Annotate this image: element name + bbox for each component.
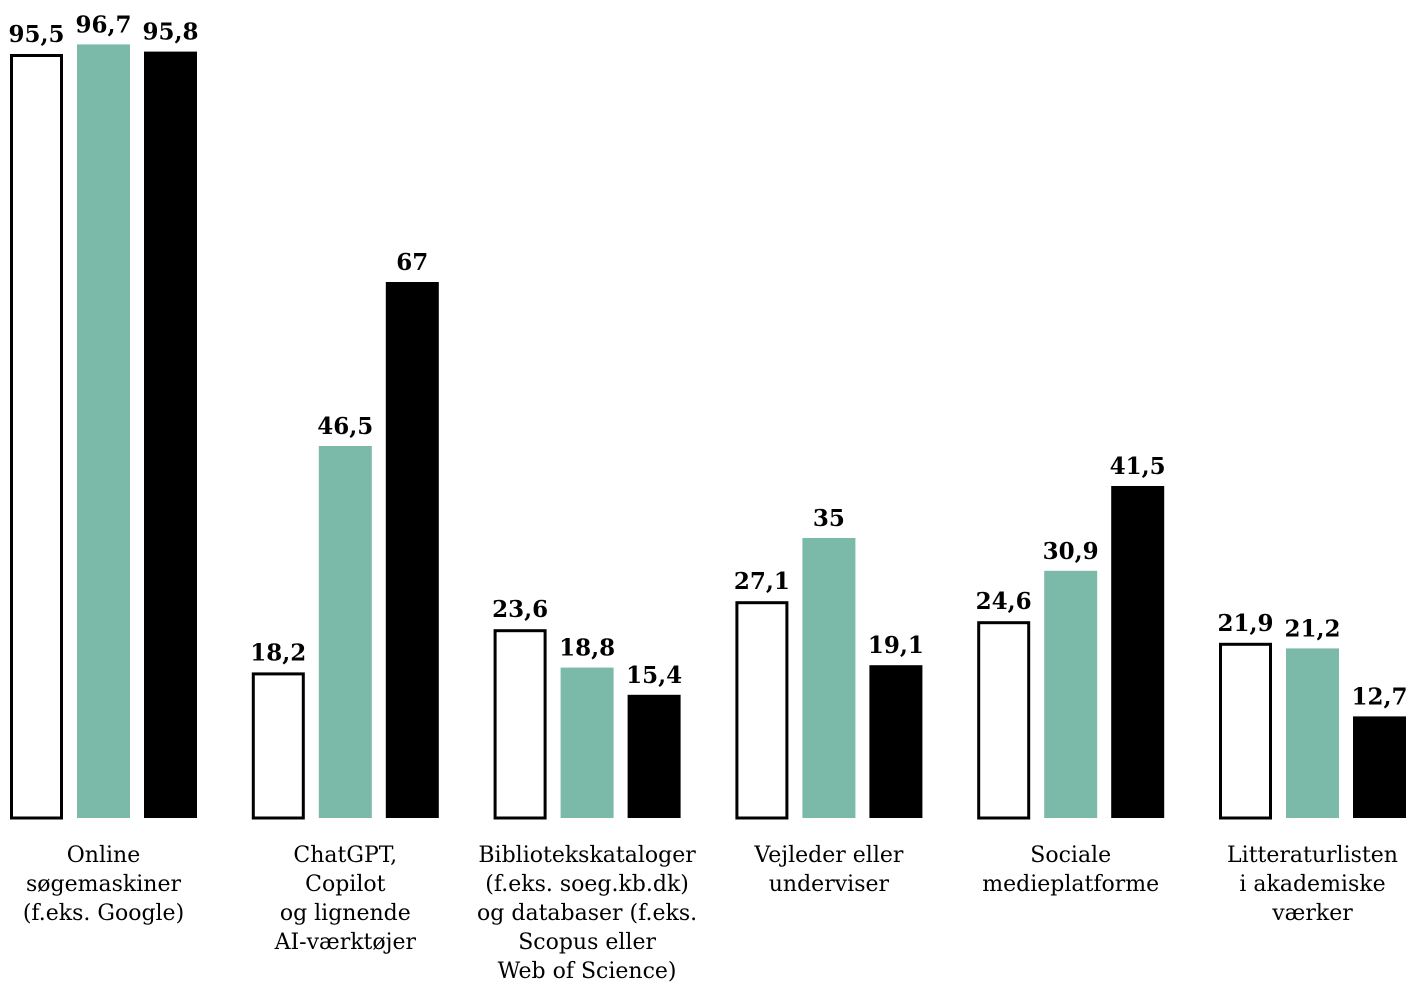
bar xyxy=(1353,716,1406,818)
bar xyxy=(144,51,197,819)
category-label-line: Bibliotekskataloger xyxy=(478,843,696,868)
data-label: 95,5 xyxy=(8,21,64,48)
bar xyxy=(1044,570,1098,818)
data-label: 27,1 xyxy=(734,568,790,595)
category-label: Bibliotekskataloger (f.eks. soeg.kb.dk) og… xyxy=(477,843,697,984)
bar xyxy=(77,44,130,818)
bar xyxy=(385,282,439,818)
category-label-line: og databaser (f.eks. xyxy=(477,901,697,926)
category-label-line: Web of Science) xyxy=(498,959,677,984)
category-label: Online søgemaskiner (f.eks. Google) xyxy=(23,843,184,926)
category-label-line: Copilot xyxy=(305,872,385,897)
bar xyxy=(1111,486,1165,818)
data-label: 21,9 xyxy=(1217,610,1273,637)
data-label: 15,4 xyxy=(626,662,682,689)
category-label-line: i akademiske xyxy=(1239,872,1385,897)
category-label: ChatGPT, Copilot og lignende AI-værktøjer xyxy=(274,843,417,955)
bar xyxy=(560,667,614,818)
category-label-line: Online xyxy=(67,843,140,868)
category-label-line: Litteraturlisten xyxy=(1227,843,1398,868)
data-label: 18,2 xyxy=(250,639,306,666)
data-label: 95,8 xyxy=(142,19,198,46)
category-label-line: Vejleder eller xyxy=(753,843,903,868)
category-label-line: og lignende xyxy=(280,901,411,926)
category-label-line: Scopus eller xyxy=(518,930,656,955)
category-label: Sociale medieplatforme xyxy=(982,843,1159,897)
data-label: 46,5 xyxy=(317,413,373,440)
category-label-line: Sociale xyxy=(1030,843,1111,868)
data-label: 18,8 xyxy=(559,635,615,662)
data-label: 21,2 xyxy=(1284,615,1340,642)
category-label-line: værker xyxy=(1271,901,1353,926)
bar xyxy=(493,629,547,820)
category-label-line: ChatGPT, xyxy=(293,843,397,868)
bar xyxy=(977,621,1031,820)
bar xyxy=(869,665,923,818)
data-label: 35 xyxy=(813,505,845,532)
bar xyxy=(318,446,372,818)
bar xyxy=(802,538,856,818)
bar xyxy=(627,694,681,818)
bar xyxy=(251,672,305,820)
category-label-line: medieplatforme xyxy=(982,872,1159,897)
category-label-line: AI-værktøjer xyxy=(274,930,417,955)
bar xyxy=(735,601,789,820)
data-label: 19,1 xyxy=(868,632,924,659)
data-label: 96,7 xyxy=(75,11,131,38)
data-label: 41,5 xyxy=(1110,453,1166,480)
category-label: Litteraturlisten i akademiske værker xyxy=(1227,843,1398,926)
category-label-line: søgemaskiner xyxy=(26,872,181,897)
category-label: Vejleder eller underviser xyxy=(753,843,903,897)
bar xyxy=(10,54,63,820)
bar xyxy=(1219,642,1272,820)
data-label: 30,9 xyxy=(1043,538,1099,565)
data-label: 67 xyxy=(396,249,428,276)
data-label: 24,6 xyxy=(976,588,1032,615)
category-label-line: (f.eks. soeg.kb.dk) xyxy=(485,872,689,897)
category-label-line: underviser xyxy=(769,872,890,897)
category-label-line: (f.eks. Google) xyxy=(23,901,184,926)
data-label: 12,7 xyxy=(1351,683,1407,710)
bar xyxy=(1286,648,1339,818)
data-label: 23,6 xyxy=(492,596,548,623)
